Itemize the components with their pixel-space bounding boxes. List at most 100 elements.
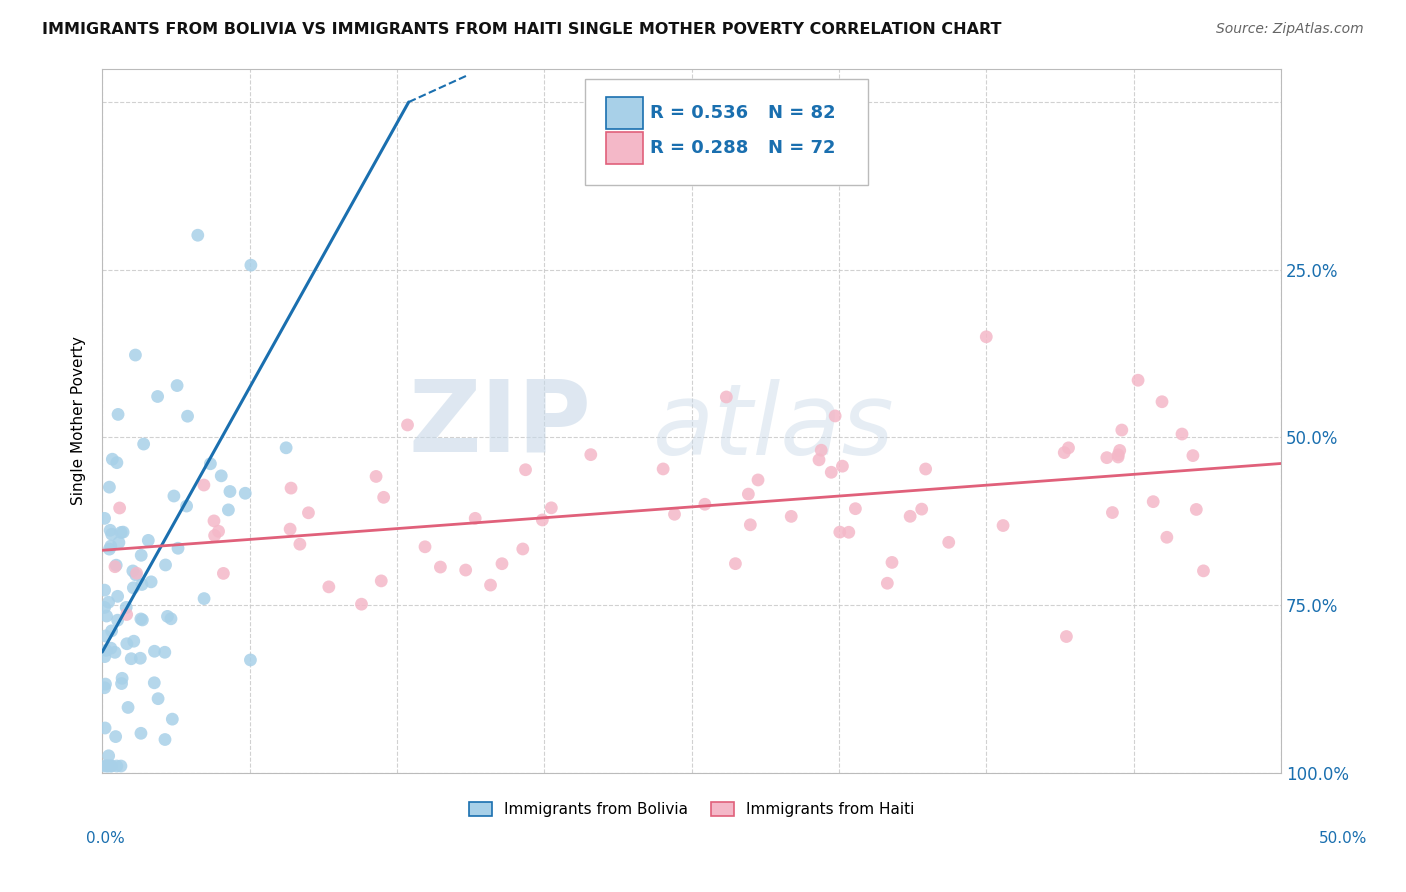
Immigrants from Bolivia [117,700,139,714]
Immigrants from Bolivia [146,389,169,403]
Immigrants from Haiti [1107,450,1129,464]
Immigrants from Haiti [740,517,762,532]
Immigrants from Bolivia [156,609,179,624]
Text: 0.0%: 0.0% [86,831,125,846]
Immigrants from Haiti [693,497,716,511]
Immigrants from Bolivia [124,348,146,362]
Immigrants from Haiti [1108,443,1130,458]
Immigrants from Haiti [318,580,340,594]
Immigrants from Bolivia [233,486,256,500]
Immigrants from Haiti [1150,394,1173,409]
Immigrants from Bolivia [100,539,122,553]
Immigrants from Bolivia [239,653,262,667]
Immigrants from Haiti [108,500,131,515]
Immigrants from Bolivia [187,228,209,243]
Immigrants from Bolivia [94,677,117,691]
Immigrants from Haiti [1057,441,1080,455]
Immigrants from Haiti [1192,564,1215,578]
FancyBboxPatch shape [606,97,644,128]
Immigrants from Haiti [280,481,302,495]
Immigrants from Haiti [370,574,392,588]
Immigrants from Haiti [202,514,225,528]
Immigrants from Bolivia [105,456,128,470]
Immigrants from Haiti [125,566,148,581]
Immigrants from Bolivia [131,577,153,591]
Immigrants from Haiti [810,443,832,458]
Immigrants from Haiti [1111,423,1133,437]
Immigrants from Haiti [491,557,513,571]
Immigrants from Bolivia [129,651,152,665]
Immigrants from Bolivia [155,558,177,572]
Immigrants from Haiti [724,557,747,571]
Immigrants from Haiti [396,417,419,432]
Immigrants from Bolivia [115,600,138,615]
Immigrants from Bolivia [110,676,132,690]
Immigrants from Bolivia [100,641,122,656]
Immigrants from Haiti [737,487,759,501]
Immigrants from Bolivia [166,378,188,392]
Immigrants from Haiti [780,509,803,524]
FancyBboxPatch shape [585,79,869,185]
Immigrants from Haiti [898,509,921,524]
Immigrants from Bolivia [146,691,169,706]
Immigrants from Haiti [1107,448,1129,462]
Immigrants from Bolivia [97,595,120,609]
Immigrants from Bolivia [163,489,186,503]
Immigrants from Haiti [911,502,934,516]
Immigrants from Bolivia [107,590,129,604]
Immigrants from Bolivia [111,671,134,685]
Immigrants from Bolivia [121,564,143,578]
FancyBboxPatch shape [606,132,644,164]
Immigrants from Bolivia [105,558,128,573]
Immigrants from Haiti [808,452,831,467]
Immigrants from Haiti [991,518,1014,533]
Immigrants from Bolivia [131,613,153,627]
Immigrants from Bolivia [129,612,152,626]
Immigrants from Haiti [373,491,395,505]
Immigrants from Haiti [479,578,502,592]
Immigrants from Bolivia [162,712,184,726]
Immigrants from Haiti [820,465,842,479]
Immigrants from Haiti [540,500,562,515]
Immigrants from Bolivia [153,732,176,747]
Immigrants from Haiti [844,501,866,516]
Immigrants from Bolivia [125,567,148,582]
Immigrants from Haiti [828,525,851,540]
Immigrants from Bolivia [110,759,132,773]
Immigrants from Bolivia [97,759,120,773]
Immigrants from Bolivia [143,675,166,690]
Immigrants from Haiti [1101,506,1123,520]
Immigrants from Haiti [1054,630,1077,644]
Immigrants from Bolivia [107,408,129,422]
Immigrants from Haiti [454,563,477,577]
Text: N = 72: N = 72 [768,139,835,157]
Immigrants from Haiti [876,576,898,591]
Immigrants from Haiti [1142,494,1164,508]
Immigrants from Bolivia [153,645,176,659]
Immigrants from Haiti [716,390,738,404]
Immigrants from Haiti [531,513,554,527]
Immigrants from Haiti [664,508,686,522]
Immigrants from Bolivia [139,574,162,589]
Immigrants from Haiti [1126,373,1149,387]
Text: 50.0%: 50.0% [1319,831,1367,846]
Immigrants from Haiti [1053,445,1076,459]
Immigrants from Haiti [880,556,903,570]
Immigrants from Bolivia [104,730,127,744]
Immigrants from Haiti [1095,450,1118,465]
Immigrants from Haiti [104,559,127,574]
Text: R = 0.288: R = 0.288 [651,139,749,157]
Immigrants from Haiti [364,469,387,483]
Immigrants from Bolivia [110,525,132,540]
Immigrants from Bolivia [105,759,128,773]
Immigrants from Bolivia [217,503,239,517]
Immigrants from Bolivia [176,499,198,513]
Immigrants from Haiti [1156,530,1178,544]
Immigrants from Haiti [1181,449,1204,463]
Immigrants from Bolivia [167,541,190,556]
Immigrants from Haiti [413,540,436,554]
Immigrants from Bolivia [193,591,215,606]
Immigrants from Bolivia [93,511,115,525]
Text: Source: ZipAtlas.com: Source: ZipAtlas.com [1216,22,1364,37]
Immigrants from Bolivia [94,643,117,657]
